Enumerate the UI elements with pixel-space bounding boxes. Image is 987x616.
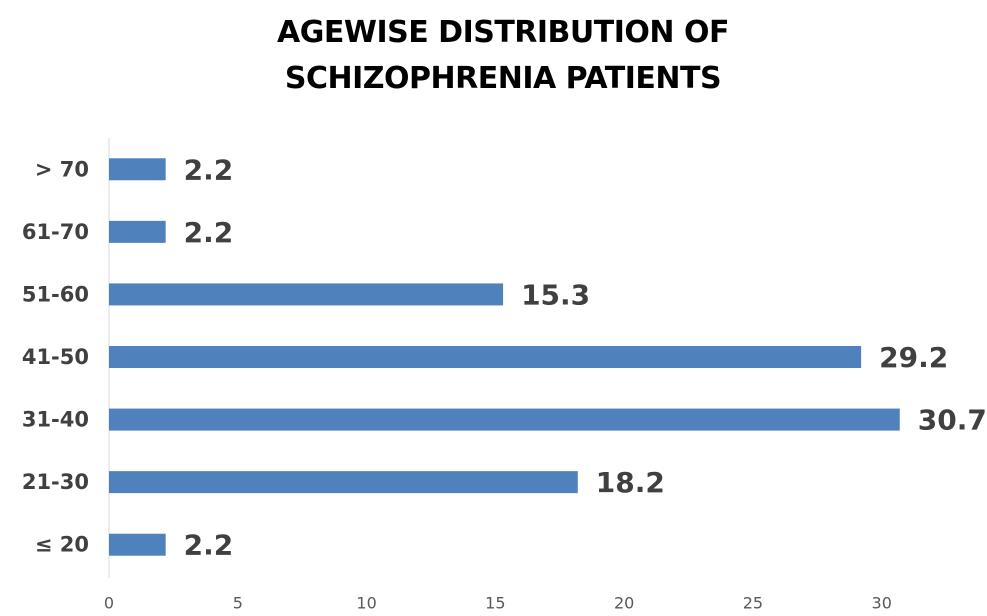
- data-label: 29.2: [879, 341, 948, 374]
- y-tick-label: 61-70: [22, 220, 89, 244]
- x-tick-label: 0: [104, 594, 114, 613]
- chart-title: AGEWISE DISTRIBUTION OF SCHIZOPHRENIA PA…: [277, 15, 729, 96]
- data-label: 30.7: [918, 404, 987, 437]
- bar: [109, 283, 504, 306]
- x-tick-label: 25: [743, 594, 763, 613]
- bar: [109, 408, 900, 431]
- y-tick-label: 31-40: [22, 408, 89, 432]
- y-tick-label: 51-60: [22, 282, 89, 306]
- x-tick-label: 20: [614, 594, 634, 613]
- y-tick-label: 21-30: [22, 470, 89, 494]
- bar: [109, 346, 862, 368]
- x-tick-label: 15: [485, 594, 505, 613]
- bar: [109, 533, 166, 556]
- x-tick-label: 30: [872, 594, 892, 613]
- y-tick-label: 41-50: [22, 345, 89, 369]
- bar: [109, 220, 166, 243]
- x-tick-label: 5: [233, 594, 243, 613]
- data-label: 18.2: [596, 466, 665, 499]
- y-tick-label: ≤ 20: [35, 533, 89, 557]
- x-tick-label: 10: [356, 594, 376, 613]
- bar: [109, 158, 166, 181]
- y-tick-label: > 70: [35, 157, 89, 181]
- data-label: 2.2: [184, 153, 234, 186]
- bar: [109, 471, 578, 494]
- data-label: 2.2: [184, 529, 234, 562]
- data-label: 15.3: [521, 278, 590, 311]
- data-label: 2.2: [184, 216, 234, 249]
